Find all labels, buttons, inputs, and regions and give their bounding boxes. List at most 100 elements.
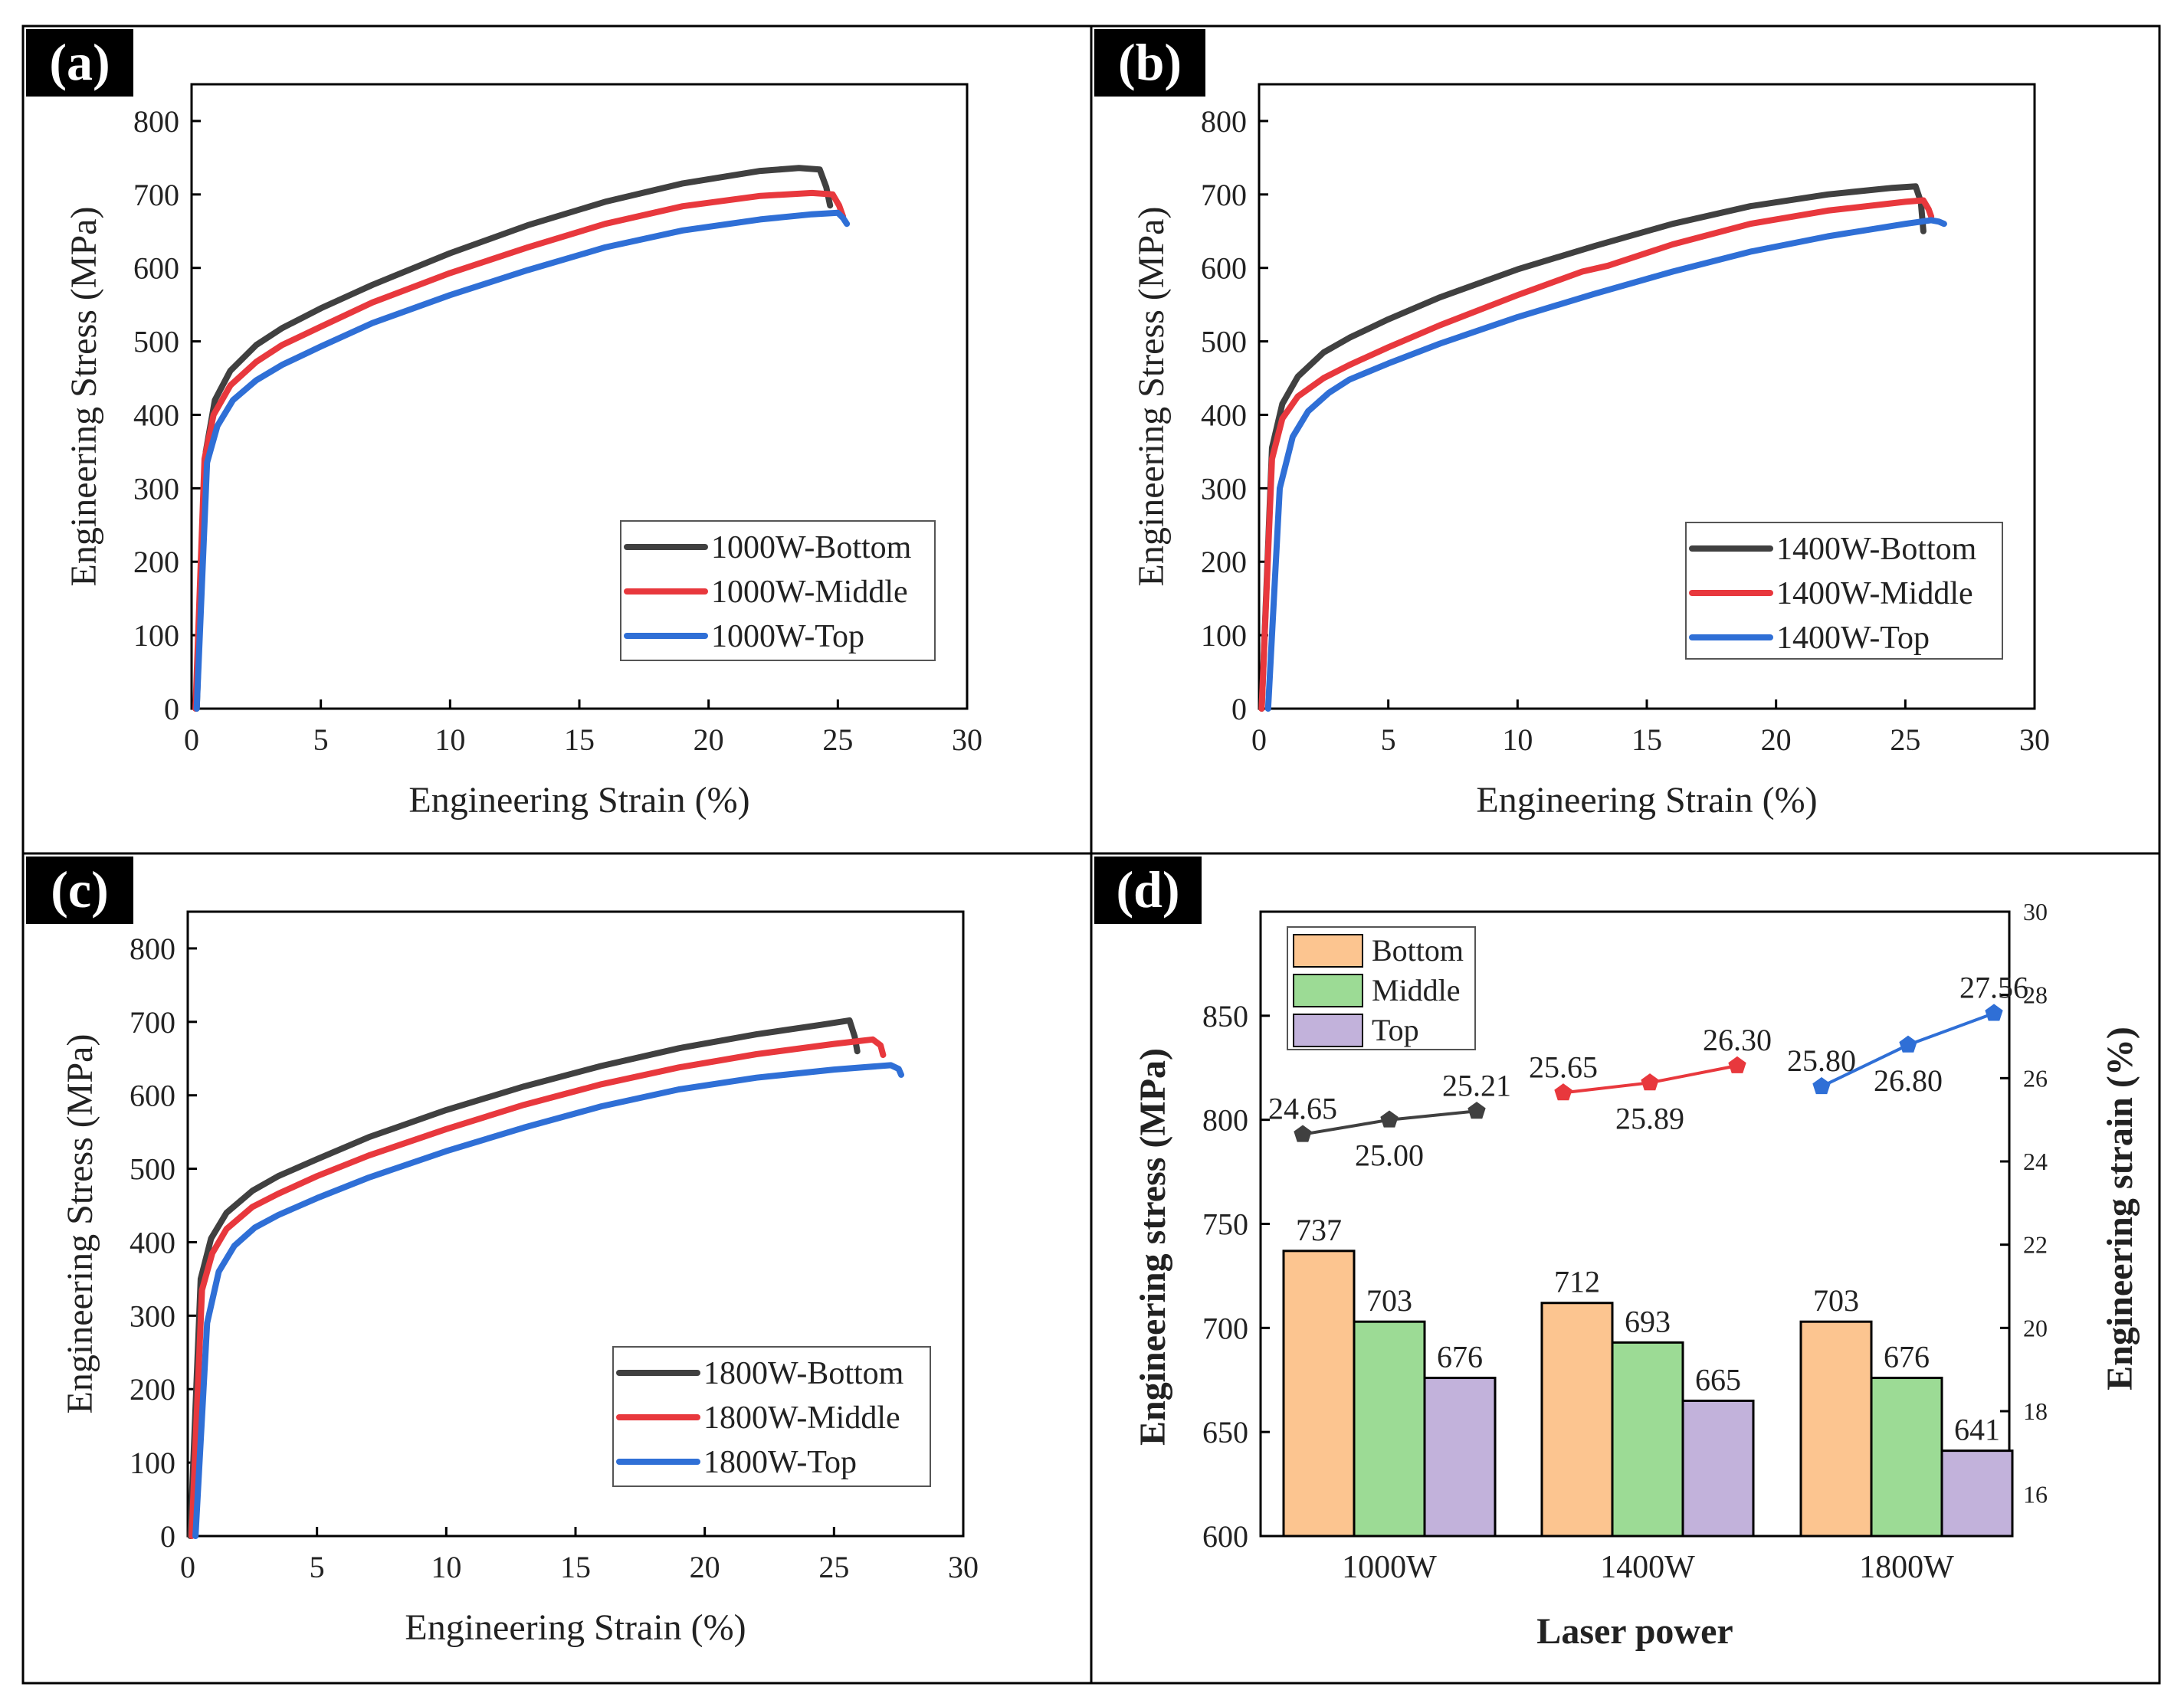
strain-point (1554, 1083, 1572, 1101)
x-tick-label: 15 (560, 1550, 591, 1584)
x-tick-label: 20 (690, 1550, 720, 1584)
bar-Middle-1400W (1611, 1341, 1684, 1538)
bar-Bottom-1800W (1799, 1320, 1873, 1538)
panel-label-box (1094, 29, 1205, 97)
bar-Middle-1000W (1353, 1320, 1426, 1538)
legend-swatch (1293, 934, 1363, 968)
legend-label: 1800W-Bottom (703, 1356, 904, 1391)
y-tick-label: 800 (133, 104, 179, 139)
x-tick-label: 30 (952, 722, 982, 757)
strain-point (1380, 1110, 1399, 1128)
strain-point (1467, 1102, 1486, 1119)
y-axis-label: Engineering Stress (MPa) (1131, 207, 1172, 587)
bar-Bottom-1400W (1540, 1302, 1614, 1538)
y-tick-label: 700 (133, 178, 179, 212)
bar-value-label: 703 (1813, 1283, 1859, 1318)
y-tick-label: 600 (133, 251, 179, 286)
y-tick-label: 100 (1201, 618, 1247, 653)
y2-tick-label: 24 (2023, 1148, 2048, 1175)
x-tick-label: 10 (431, 1550, 461, 1584)
legend: Bottom Middle Top (1287, 926, 1476, 1050)
y2-tick-label: 30 (2023, 898, 2048, 925)
x-tick-label: 10 (1502, 722, 1533, 757)
panel-label-box (26, 857, 133, 924)
x-tick-label: 20 (1761, 722, 1792, 757)
bar-value-label: 676 (1437, 1340, 1483, 1374)
legend-label: Middle (1372, 973, 1461, 1007)
y-tick-label: 750 (1202, 1207, 1248, 1242)
y-tick-label: 300 (1201, 471, 1247, 506)
y-tick-label: 850 (1202, 999, 1248, 1033)
y-tick-label: 500 (130, 1152, 175, 1187)
strain-value-label: 25.80 (1787, 1043, 1856, 1078)
line-chart-3: 0 5 10 15 20 25 300100200300400500600700800Eng… (60, 910, 979, 1648)
strain-value-label: 24.65 (1268, 1092, 1337, 1126)
y-tick-label: 500 (133, 325, 179, 359)
series-line-1000W-Top (193, 209, 851, 712)
legend: 1800W-Bottom 1800W-Middle 1800W-Top (612, 1346, 931, 1487)
legend-label: 1000W-Bottom (711, 530, 912, 565)
legend-label: 1000W-Top (711, 619, 864, 654)
y-tick-label: 200 (1201, 545, 1247, 579)
x-tick-label: 30 (948, 1550, 979, 1584)
panel-label: (c) (51, 860, 108, 919)
bar-value-label: 641 (1954, 1413, 2000, 1447)
strain-value-label: 25.21 (1442, 1068, 1511, 1102)
y-tick-label: 200 (130, 1372, 175, 1407)
x-axis-label: Engineering Strain (%) (1476, 780, 1817, 821)
y-tick-label: 300 (133, 471, 179, 506)
y2-tick-label: 18 (2023, 1397, 2048, 1425)
strain-value-label: 26.80 (1874, 1063, 1943, 1098)
bar-Bottom-1000W (1282, 1250, 1356, 1538)
y-tick-label: 800 (130, 932, 175, 966)
x-tick-label: 0 (1251, 722, 1267, 757)
x-tick-label: 30 (2019, 722, 2050, 757)
x-tick-label: 0 (180, 1550, 195, 1584)
x-axis-label: Engineering Strain (%) (405, 1607, 746, 1648)
series-line-1800W-Middle (189, 1036, 887, 1539)
panel-label: (a) (49, 33, 110, 91)
panel-label-box (1094, 857, 1202, 924)
strain-value-label: 25.65 (1529, 1050, 1598, 1084)
y2-tick-label: 26 (2023, 1064, 2048, 1092)
strain-value-label: 25.00 (1355, 1138, 1424, 1173)
y-axis-label: Engineering stress (MPa) (1133, 1048, 1173, 1446)
strain-point (1294, 1125, 1312, 1142)
x-tick-label: 25 (818, 1550, 849, 1584)
y2-tick-label: 16 (2023, 1481, 2048, 1508)
legend-swatch (1293, 974, 1363, 1007)
bar-value-label: 712 (1554, 1265, 1600, 1299)
y2-tick-label: 22 (2023, 1231, 2048, 1259)
bar-chart-d: 600 650 700 750 800 850 16 18 20 22 24 26 28 30 1000W 1… (1133, 898, 2140, 1652)
x-tick-label: 25 (822, 722, 853, 757)
x-tick-label: 10 (435, 722, 465, 757)
series-line-1800W-Top (192, 1062, 904, 1539)
y-tick-label: 0 (1231, 692, 1247, 726)
y-tick-label: 600 (130, 1079, 175, 1113)
legend-label: Top (1372, 1013, 1419, 1047)
y-tick-label: 600 (1202, 1519, 1248, 1554)
panel-label-box (26, 29, 133, 97)
legend-label: 1400W-Middle (1776, 576, 1973, 611)
x-axis-label: Laser power (1536, 1611, 1733, 1652)
strain-value-label: 25.89 (1615, 1101, 1684, 1135)
strain-point (1985, 1004, 2003, 1021)
y-tick-label: 700 (1201, 178, 1247, 212)
x-axis-label: Engineering Strain (%) (408, 780, 749, 821)
legend-label: 1800W-Middle (703, 1400, 900, 1436)
series-line-1400W-Bottom (1258, 183, 1927, 712)
y-tick-label: 200 (133, 545, 179, 579)
series-line-1800W-Bottom (187, 1017, 861, 1539)
legend: 1400W-Bottom 1400W-Middle 1400W-Top (1685, 522, 2003, 660)
bar-value-label: 676 (1884, 1340, 1930, 1374)
strain-point (1899, 1035, 1917, 1053)
legend-label: 1400W-Bottom (1776, 532, 1977, 567)
bar-value-label: 693 (1625, 1304, 1671, 1338)
legend-swatch (1293, 1014, 1363, 1047)
x-tick-label: 15 (564, 722, 595, 757)
x-tick-label: 5 (313, 722, 329, 757)
y-tick-label: 600 (1201, 251, 1247, 286)
x-tick-label: 25 (1890, 722, 1920, 757)
y-tick-label: 400 (133, 398, 179, 432)
